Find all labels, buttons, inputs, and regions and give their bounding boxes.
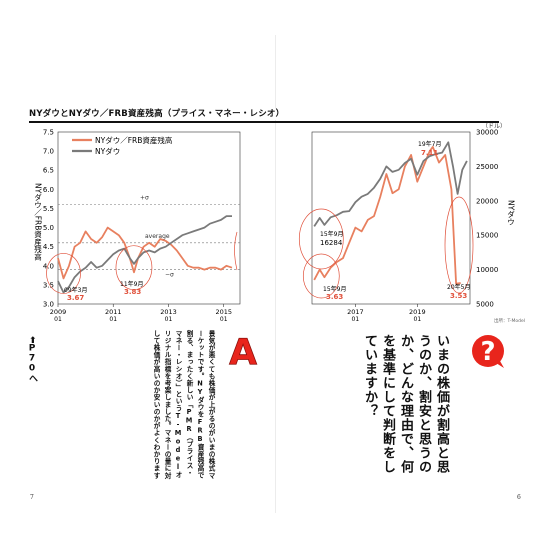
highlight-circle: [444, 196, 474, 294]
legend: NYダウ／FRB資産残高 NYダウ: [72, 135, 173, 156]
page-number-left: 7: [30, 494, 34, 501]
right-plot-frame: [311, 131, 471, 305]
answer-mark-glyph: A: [229, 333, 257, 367]
book-gutter: [275, 35, 276, 513]
right-chart-axes: （ドル）300002500020000150001000050002017012…: [311, 123, 516, 323]
reference-line-label: −σ: [165, 272, 174, 279]
y-tick-label: 3.5: [43, 281, 54, 289]
annotation-value: 7.11: [421, 149, 438, 157]
x-tick-label: 01: [54, 316, 62, 323]
chart-title: NYダウとNYダウ／FRB資産残高（プライス・マネー・レシオ）: [29, 108, 285, 120]
annotation-value: 3.83: [124, 288, 141, 296]
annotation-label: 11年9月: [120, 280, 143, 288]
question-mark-logo: ?: [470, 333, 506, 369]
source-note: 出所：T-Model: [494, 319, 525, 324]
x-tick-label: 01: [220, 316, 228, 323]
y-tick-label: 10000: [476, 266, 498, 274]
y-tick-label: 3.0: [43, 301, 54, 309]
y-tick-label: 4.0: [43, 262, 54, 270]
x-tick-label: 2013: [160, 308, 177, 316]
x-tick-label: 2015: [215, 308, 232, 316]
y-tick-label: 5000: [476, 301, 494, 309]
y-tick-label: 5.0: [43, 224, 54, 232]
y-tick-label: 30000: [476, 129, 498, 137]
dow-line: [313, 141, 468, 227]
highlight-circle-partial: [234, 231, 238, 271]
annotation-value: 3.67: [67, 294, 84, 302]
annotation-label: 15年9月: [323, 285, 346, 293]
page-number-right: 6: [517, 494, 521, 501]
question-mark-circle-icon: [472, 335, 504, 367]
annotation-value: 3.63: [326, 293, 343, 301]
y-tick-label: 25000: [476, 163, 498, 171]
legend-dow-label: NYダウ: [95, 146, 120, 156]
highlight-circle: [46, 253, 81, 294]
y-unit-label: （ドル）: [482, 123, 506, 130]
dow-line: [57, 215, 232, 294]
right-chart-series: [313, 141, 468, 285]
y-tick-label: 4.5: [43, 243, 54, 251]
answer-mark-logo: A: [226, 332, 260, 374]
chart-annotations: 09年3月3.6711年9月3.8315年9月1628415年9月3.6319年…: [46, 140, 474, 302]
x-tick-label: 2019: [409, 308, 426, 316]
annotation-value: 3.53: [450, 292, 467, 300]
annotation-label: 15年9月: [320, 230, 343, 238]
question-mark-glyph: ?: [480, 337, 495, 367]
annotation-value: 16284: [320, 239, 343, 247]
highlight-circle: [115, 245, 153, 291]
y-tick-label: 7.0: [43, 148, 54, 156]
left-chart-series: [57, 215, 233, 294]
y-tick-label: 6.0: [43, 186, 54, 194]
y-tick-label: 15000: [476, 232, 498, 240]
left-plot-frame: [57, 131, 241, 305]
arrow-left-icon: ⬅: [27, 336, 37, 344]
y-tick-label: 6.5: [43, 167, 54, 175]
y-tick-label: 5.5: [43, 205, 54, 213]
title-rule: [29, 121, 499, 123]
x-tick-label: 2009: [50, 308, 67, 316]
annotation-label: 20年5月: [447, 283, 470, 291]
ratio-line: [57, 226, 233, 280]
highlight-circle: [302, 253, 340, 299]
answer-text: 景気が悪くても株価が上がるのがいまの株式マーケットです。NYダウをFRB資産残高…: [152, 330, 215, 480]
x-tick-label: 01: [352, 316, 360, 323]
y-axis-label: NYダウ／FRB資産残高: [33, 183, 42, 261]
legend-ratio-label: NYダウ／FRB資産残高: [95, 135, 173, 145]
y-tick-label: 20000: [476, 197, 498, 205]
reference-line-label: +σ: [140, 195, 149, 202]
annotation-label: 19年7月: [418, 140, 441, 148]
x-tick-label: 01: [414, 316, 422, 323]
x-tick-label: 01: [165, 316, 173, 323]
y-axis-label: NYダウ: [506, 200, 515, 225]
x-tick-label: 01: [109, 316, 117, 323]
question-text: いまの株価が割高と思うのか、割安と思うのか、どんな理由で、何を基準にして判断をし…: [362, 334, 449, 474]
page-reference-link[interactable]: ⬅P70へ: [26, 336, 37, 383]
highlight-circle: [298, 208, 344, 270]
x-tick-label: 2017: [347, 308, 364, 316]
y-tick-label: 7.5: [43, 129, 54, 137]
page-reference-label: P70へ: [27, 343, 37, 383]
reference-line-label: average: [145, 233, 170, 240]
x-tick-label: 2011: [105, 308, 122, 316]
ratio-line: [313, 146, 461, 285]
annotation-label: 09年3月: [64, 286, 87, 294]
left-chart-axes: 7.57.06.56.05.55.04.54.03.53.02009012011…: [33, 129, 241, 323]
